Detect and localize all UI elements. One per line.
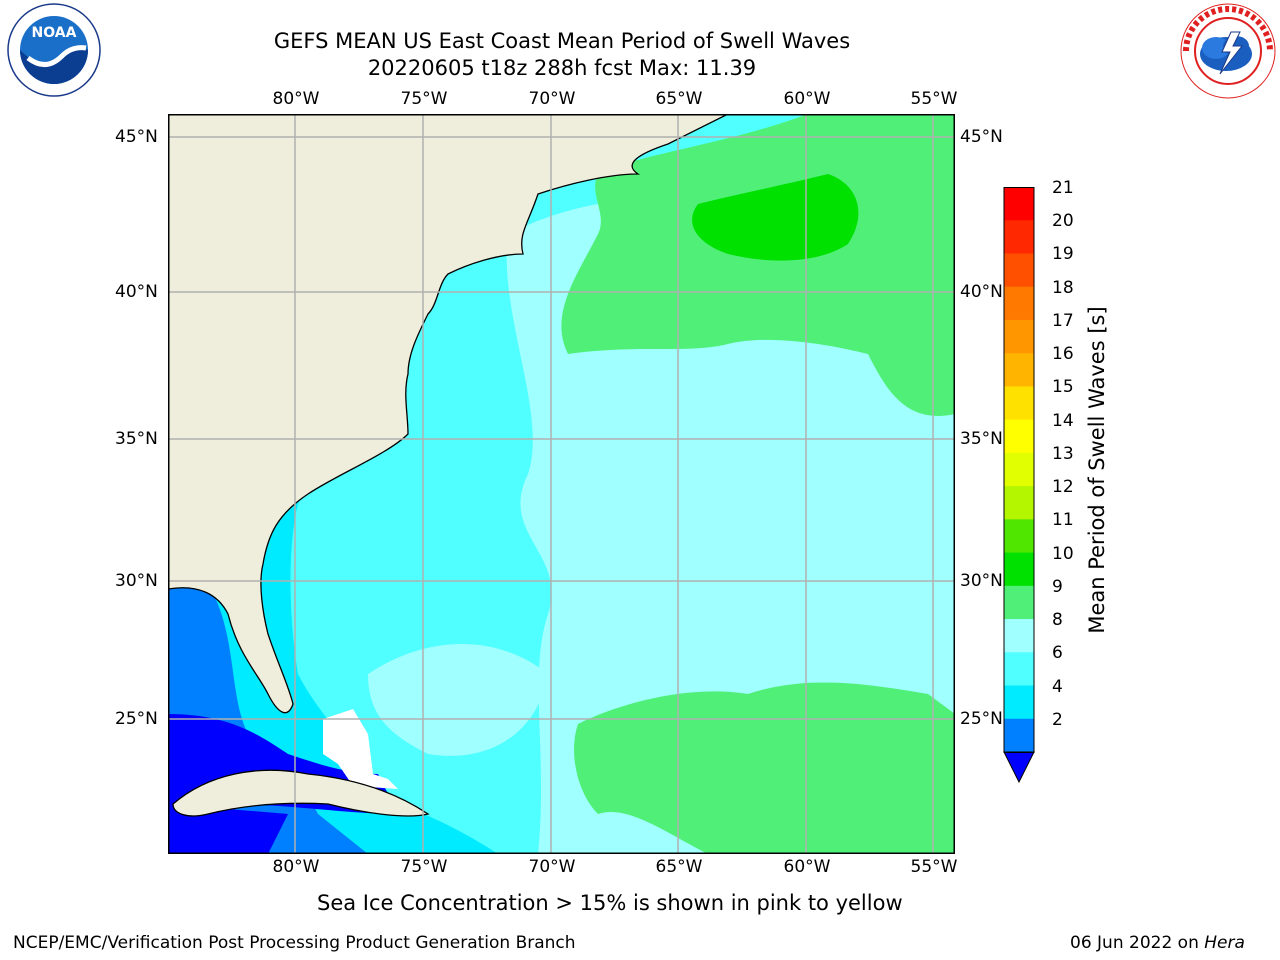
colorbar-tick-label: 4 [1052, 676, 1063, 697]
colorbar-svg [1003, 187, 1035, 784]
map-frame [168, 114, 955, 854]
lat-label-right-30n: 30°N [960, 571, 1003, 591]
land-cuba [172, 769, 430, 817]
map-panel [168, 114, 955, 854]
colorbar [1000, 187, 1040, 787]
colorbar-segment [1004, 619, 1034, 653]
colorbar-tick-label: 13 [1052, 443, 1074, 464]
colorbar-tick-label: 11 [1052, 510, 1074, 531]
lon-label-bottom-80w: 80°W [272, 857, 320, 877]
lat-label-right-35n: 35°N [960, 429, 1003, 449]
colorbar-tick-label: 19 [1052, 244, 1074, 265]
lon-label-bottom-60w: 60°W [783, 857, 831, 877]
map-subtitle: 20220605 t18z 288h fcst Max: 11.39 [367, 56, 757, 80]
lon-label-bottom-70w: 70°W [528, 857, 576, 877]
colorbar-extend-triangle [1003, 751, 1035, 784]
colorbar-tick-label: 21 [1052, 178, 1074, 198]
noaa-logo-text: NOAA [32, 25, 77, 41]
colorbar-segment [1004, 718, 1034, 753]
colorbar-segment [1004, 220, 1034, 254]
lat-label-right-25n: 25°N [960, 709, 1003, 729]
noaa-logo: NOAA [2, 2, 102, 98]
map-title: GEFS MEAN US East Coast Mean Period of S… [273, 29, 851, 53]
lat-label-right-40n: 40°N [960, 282, 1003, 302]
lon-label-bottom-65w: 65°W [655, 857, 703, 877]
lon-label-bottom-55w: 55°W [910, 857, 958, 877]
colorbar-tick-label: 14 [1052, 410, 1074, 431]
map-svg [168, 114, 955, 854]
lat-label-left-40n: 40°N [115, 282, 158, 302]
colorbar-segment [1004, 652, 1034, 687]
colorbar-segment [1004, 253, 1034, 288]
colorbar-ticks: 21 20 19 18 17 16 15 14 13 12 11 10 9 8 6 4 2 [1052, 178, 1092, 768]
colorbar-segment [1004, 286, 1034, 321]
footer-date-text: 06 Jun 2022 on [1070, 933, 1205, 953]
colorbar-segment [1004, 319, 1034, 354]
colorbar-segment [1004, 187, 1034, 221]
colorbar-segment [1004, 685, 1034, 720]
footer-branch: NCEP/EMC/Verification Post Processing Pr… [13, 933, 576, 953]
swell-zone-below-2-south [168, 804, 288, 854]
colorbar-tick-label: 15 [1052, 377, 1074, 398]
swell-zone-9-10-northeast [561, 114, 955, 416]
colorbar-tick-label: 17 [1052, 310, 1074, 331]
lat-label-left-35n: 35°N [115, 429, 158, 449]
graticule [168, 114, 955, 854]
colorbar-segment [1004, 353, 1034, 387]
colorbar-segment [1004, 486, 1034, 520]
colorbar-segment [1004, 519, 1034, 554]
nws-logo [1176, 2, 1280, 100]
lon-label-top-60w: 60°W [783, 89, 831, 109]
footer-date: 06 Jun 2022 on Hera [1070, 933, 1245, 953]
lon-label-top-70w: 70°W [528, 89, 576, 109]
lat-label-left-45n: 45°N [115, 127, 158, 147]
footer-machine: Hera [1204, 933, 1245, 953]
colorbar-segment [1004, 552, 1034, 587]
swell-zone-10-11 [692, 174, 859, 261]
lon-label-bottom-75w: 75°W [400, 857, 448, 877]
colorbar-tick-label: 9 [1052, 576, 1063, 597]
lon-label-top-65w: 65°W [655, 89, 703, 109]
colorbar-tick-label: 10 [1052, 543, 1074, 564]
colorbar-tick-label: 18 [1052, 277, 1074, 298]
land-north-america [168, 114, 729, 714]
colorbar-segment [1004, 419, 1034, 454]
lon-label-top-75w: 75°W [400, 89, 448, 109]
colorbar-tick-label: 12 [1052, 477, 1074, 498]
colorbar-tick-label: 16 [1052, 344, 1074, 365]
colorbar-tick-label: 2 [1052, 709, 1063, 730]
lat-label-right-45n: 45°N [960, 127, 1003, 147]
lon-label-top-80w: 80°W [272, 89, 320, 109]
sea-ice-note: Sea Ice Concentration > 15% is shown in … [317, 891, 903, 915]
colorbar-tick-label: 8 [1052, 610, 1063, 631]
colorbar-segment [1004, 386, 1034, 421]
lat-label-left-30n: 30°N [115, 571, 158, 591]
no-data-bahamas [323, 709, 398, 789]
colorbar-tick-label: 6 [1052, 643, 1063, 664]
swell-zone-8-9-west [368, 644, 548, 756]
colorbar-tick-label: 20 [1052, 211, 1074, 232]
colorbar-label: Mean Period of Swell Waves [s] [1085, 306, 1109, 634]
colorbar-segment [1004, 585, 1034, 620]
swell-zone-9-10-southeast [574, 682, 955, 854]
lat-label-left-25n: 25°N [115, 709, 158, 729]
colorbar-segment [1004, 452, 1034, 487]
lon-label-top-55w: 55°W [910, 89, 958, 109]
colorbar-frame [1003, 187, 1035, 753]
